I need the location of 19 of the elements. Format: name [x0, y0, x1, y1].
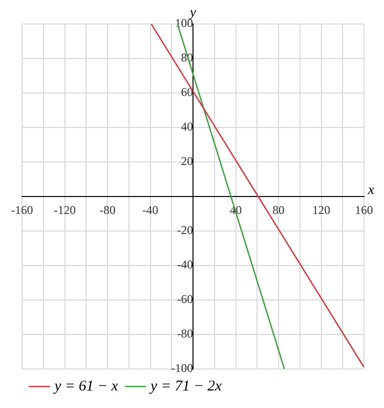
- x-tick-label: 160: [355, 202, 373, 217]
- y-axis-title: y: [188, 6, 197, 21]
- x-tick-label: -40: [142, 202, 158, 217]
- x-tick-label: 120: [312, 202, 330, 217]
- y-tick-label: -60: [177, 292, 193, 306]
- y-tick-label: -40: [177, 258, 193, 272]
- x-tick-label: -160: [11, 202, 33, 217]
- x-tick-label: -80: [100, 202, 116, 217]
- legend-label: y = 71 − 2x: [148, 378, 222, 394]
- y-tick-label: 40: [181, 120, 193, 134]
- x-axis-title: x: [367, 183, 375, 198]
- legend-label: y = 61 − x: [52, 378, 118, 394]
- y-tick-label: 20: [181, 154, 193, 168]
- y-tick-label: 60: [181, 85, 193, 100]
- y-tick-label: -100: [171, 361, 193, 376]
- y-tick-label: -20: [177, 223, 193, 238]
- x-tick-label: -120: [54, 202, 76, 217]
- x-tick-label: 80: [272, 202, 284, 217]
- y-tick-label: -80: [177, 326, 193, 341]
